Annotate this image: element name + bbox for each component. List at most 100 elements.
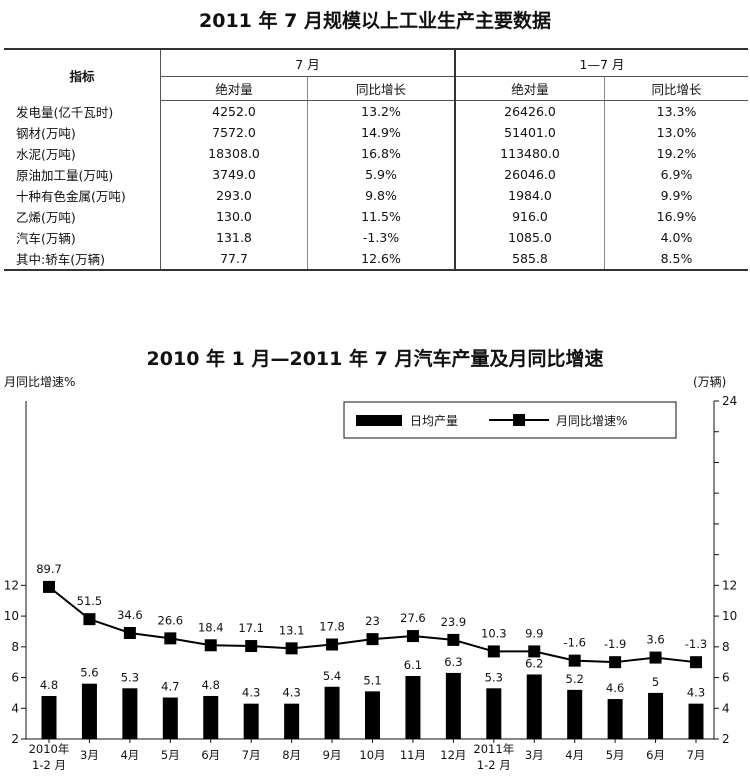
bar-value-label: 4.3 xyxy=(282,686,300,700)
month-yoy: 14.9% xyxy=(307,122,455,143)
bar-daily-output xyxy=(41,695,57,739)
growth-marker xyxy=(528,645,541,658)
bar-value-label: 4.6 xyxy=(606,681,624,695)
growth-marker xyxy=(690,656,702,669)
bar-value-label: 5.3 xyxy=(121,670,139,684)
growth-value-label: 89.7 xyxy=(36,562,62,576)
month-absolute: 130.0 xyxy=(160,206,308,227)
cumulative-yoy: 13.0% xyxy=(604,122,748,143)
cumulative-group-header: 1—7 月 xyxy=(454,49,748,77)
table-row: 十种有色金属(万吨) 293.0 9.8% 1984.0 9.9% xyxy=(4,185,748,206)
right-tick-label: 24 xyxy=(722,394,737,408)
growth-value-label: 3.6 xyxy=(646,633,664,647)
bar-daily-output xyxy=(324,686,340,739)
growth-value-label: 23 xyxy=(365,614,380,628)
row-name: 其中:轿车(万辆) xyxy=(16,252,105,267)
month-absolute: 7572.0 xyxy=(160,122,308,143)
growth-value-label: -1.9 xyxy=(604,637,626,651)
left-tick-label: 8 xyxy=(11,640,19,654)
growth-marker xyxy=(487,645,500,658)
growth-marker xyxy=(123,626,136,639)
cumulative-yoy: 6.9% xyxy=(604,164,748,185)
growth-marker xyxy=(568,654,581,667)
month-yoy: 9.8% xyxy=(307,185,455,206)
production-table: 指标 7 月 1—7 月 绝对量 同比增长 绝对量 同比增长 发电量(亿千瓦时)… xyxy=(4,48,748,271)
cumulative-absolute: 26046.0 xyxy=(454,164,605,185)
cumulative-yoy: 13.3% xyxy=(604,100,748,122)
month-absolute: 3749.0 xyxy=(160,164,308,185)
growth-value-label: 17.8 xyxy=(319,620,345,634)
growth-value-label: -1.3 xyxy=(685,637,707,651)
x-tick-label: 3月 xyxy=(80,748,99,762)
growth-value-label: 18.4 xyxy=(198,620,224,634)
growth-marker xyxy=(326,638,339,651)
cumulative-yoy: 19.2% xyxy=(604,143,748,164)
x-tick-label: 1-2 月 xyxy=(477,758,511,772)
bar-daily-output xyxy=(365,691,380,739)
right-axis-title: (万辆) xyxy=(693,375,726,389)
bar-value-label: 4.8 xyxy=(202,678,220,692)
bar-value-label: 4.3 xyxy=(687,686,705,700)
growth-marker xyxy=(43,580,55,593)
growth-marker xyxy=(366,633,379,646)
growth-marker xyxy=(245,640,258,653)
bar-daily-output xyxy=(526,674,542,739)
bar-value-label: 4.3 xyxy=(242,686,260,700)
bar-daily-output xyxy=(486,688,502,739)
month-yoy: 5.9% xyxy=(307,164,455,185)
bar-value-label: 5.2 xyxy=(566,672,584,686)
cumulative-absolute: 916.0 xyxy=(454,206,605,227)
x-tick-label: 5月 xyxy=(161,748,180,762)
growth-value-label: 51.5 xyxy=(77,594,103,608)
month-yoy: -1.3% xyxy=(307,227,455,248)
growth-value-label: 34.6 xyxy=(117,608,143,622)
month-yoy-header: 同比增长 xyxy=(307,76,455,101)
x-tick-label: 6月 xyxy=(201,748,220,762)
x-tick-label: 1-2 月 xyxy=(32,758,66,772)
x-tick-label: 9月 xyxy=(323,748,342,762)
table-row: 汽车(万辆) 131.8 -1.3% 1085.0 4.0% xyxy=(4,227,748,248)
x-tick-label: 8月 xyxy=(282,748,301,762)
right-tick-label: 2 xyxy=(722,732,730,746)
bar-value-label: 5.6 xyxy=(80,666,98,680)
x-tick-label-year: 2011年 xyxy=(473,742,514,756)
table-row: 其中:轿车(万辆) 77.7 12.6% 585.8 8.5% xyxy=(4,248,748,270)
month-absolute: 18308.0 xyxy=(160,143,308,164)
x-tick-label: 11月 xyxy=(400,748,426,762)
x-tick-label: 4月 xyxy=(120,748,139,762)
row-name: 水泥(万吨) xyxy=(16,147,76,162)
growth-marker xyxy=(83,613,96,626)
left-tick-label: 12 xyxy=(4,578,19,592)
bar-daily-output xyxy=(162,697,178,739)
cumulative-absolute: 51401.0 xyxy=(454,122,605,143)
growth-marker xyxy=(649,651,662,664)
row-name: 原油加工量(万吨) xyxy=(16,168,114,183)
table-row: 原油加工量(万吨) 3749.0 5.9% 26046.0 6.9% xyxy=(4,164,748,185)
x-tick-label: 7月 xyxy=(242,748,261,762)
month-yoy: 11.5% xyxy=(307,206,455,227)
left-axis-title: 月同比增速% xyxy=(4,375,75,389)
legend-line-label: 月同比增速% xyxy=(556,414,627,428)
right-tick-label: 8 xyxy=(722,640,730,654)
cum-yoy-header: 同比增长 xyxy=(604,76,748,101)
growth-value-label: 13.1 xyxy=(279,623,305,637)
growth-value-label: 9.9 xyxy=(525,626,543,640)
x-tick-label: 5月 xyxy=(606,748,625,762)
left-tick-label: 2 xyxy=(11,732,19,746)
bar-daily-output xyxy=(567,689,583,739)
growth-value-label: 17.1 xyxy=(238,621,264,635)
cumulative-absolute: 26426.0 xyxy=(454,100,605,122)
cumulative-yoy: 16.9% xyxy=(604,206,748,227)
bar-daily-output xyxy=(284,703,300,739)
bar-daily-output xyxy=(243,703,259,739)
cumulative-absolute: 1984.0 xyxy=(454,185,605,206)
cum-abs-header: 绝对量 xyxy=(454,76,605,101)
bar-value-label: 6.2 xyxy=(525,656,543,670)
cumulative-absolute: 1085.0 xyxy=(454,227,605,248)
bar-daily-output xyxy=(607,699,623,739)
growth-value-label: -1.6 xyxy=(563,636,585,650)
right-tick-label: 10 xyxy=(722,609,737,623)
growth-marker xyxy=(204,639,217,652)
cumulative-yoy: 8.5% xyxy=(604,248,748,270)
